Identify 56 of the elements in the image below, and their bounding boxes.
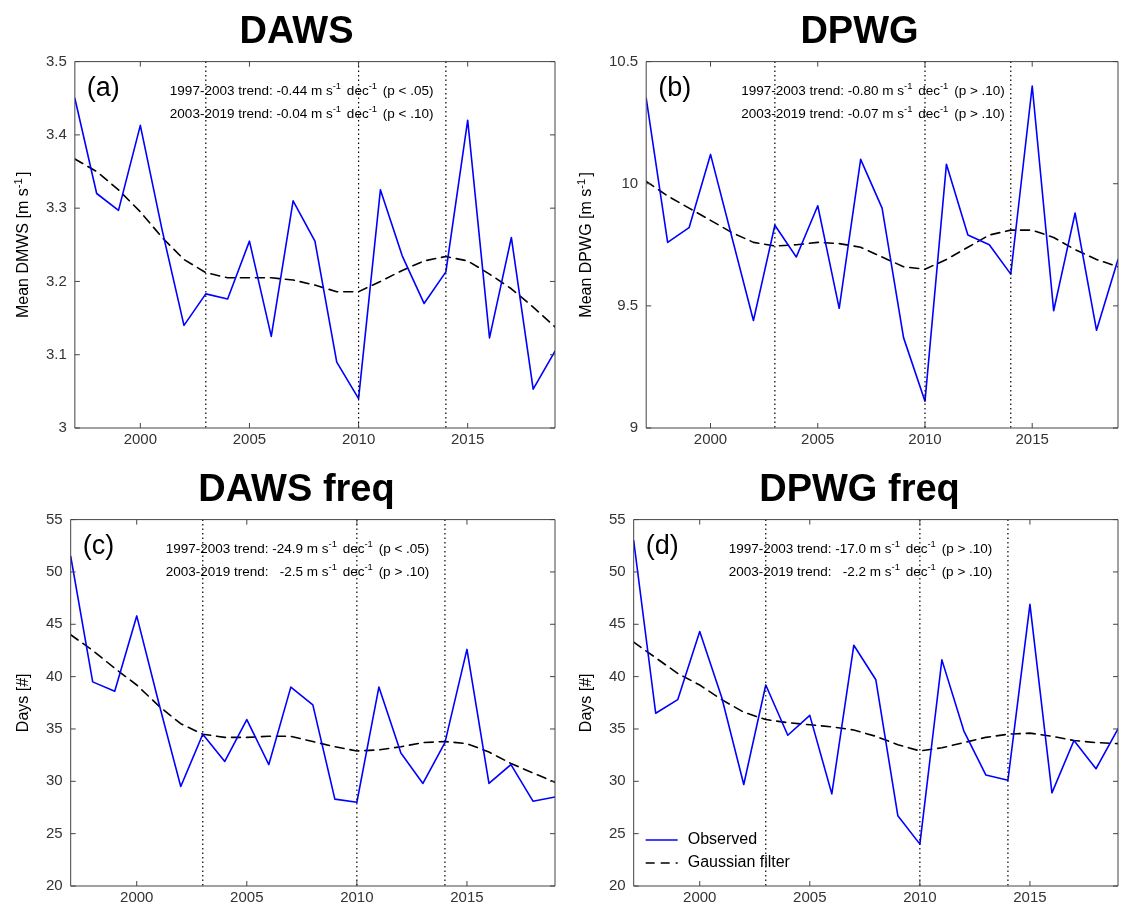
chart-title: DAWS freq [198, 467, 395, 510]
chart-title: DPWG freq [759, 467, 960, 510]
y-tick-label: 45 [609, 614, 626, 632]
x-tick-label: 2000 [683, 888, 717, 906]
y-tick-label: 9 [629, 418, 639, 436]
y-axis-title: Mean DPWG [m s-1] [574, 171, 594, 318]
y-tick-label: 10 [621, 173, 639, 191]
y-tick-label: 3.1 [45, 344, 67, 362]
y-tick-label: 25 [46, 823, 63, 841]
x-tick-label: 2000 [693, 430, 728, 448]
x-tick-label: 2000 [120, 888, 154, 906]
y-tick-label: 55 [609, 509, 626, 527]
y-axis-title: Days [#] [577, 673, 594, 733]
y-tick-label: 3.5 [45, 51, 67, 69]
x-tick-label: 2010 [903, 888, 937, 906]
annotation: (d) [645, 529, 679, 560]
chart-title: DPWG [800, 9, 919, 52]
x-tick-label: 2015 [1015, 430, 1049, 448]
y-tick-label: 50 [609, 562, 626, 580]
y-tick-label: 10.5 [608, 51, 639, 69]
legend-label: Observed [687, 830, 758, 848]
x-tick-label: 2015 [451, 430, 485, 448]
x-tick-label: 2010 [908, 430, 942, 448]
x-tick-label: 2010 [340, 888, 374, 906]
y-axis-title: Mean DMWS [m s-1] [11, 171, 31, 319]
annotation: (b) [658, 71, 692, 102]
y-tick-label: 9.5 [617, 296, 639, 314]
x-tick-label: 2015 [1013, 888, 1047, 906]
y-tick-label: 35 [46, 719, 63, 737]
x-tick-label: 2010 [341, 430, 376, 448]
y-tick-label: 55 [46, 509, 63, 527]
y-axis-title: Days [#] [14, 673, 31, 733]
y-tick-label: 25 [609, 823, 626, 841]
annotation: (c) [82, 529, 115, 560]
y-tick-label: 40 [46, 666, 63, 684]
y-tick-label: 30 [609, 771, 626, 789]
y-tick-label: 50 [46, 562, 63, 580]
y-tick-label: 20 [46, 876, 63, 894]
x-tick-label: 2005 [801, 430, 835, 448]
y-tick-label: 20 [609, 876, 626, 894]
y-tick-label: 30 [46, 771, 63, 789]
y-tick-label: 3.2 [45, 271, 67, 289]
legend-label: Gaussian filter [687, 853, 791, 871]
y-tick-label: 3.3 [45, 198, 67, 216]
x-tick-label: 2015 [450, 888, 484, 906]
x-tick-label: 2005 [793, 888, 827, 906]
y-tick-label: 3 [58, 418, 67, 436]
x-tick-label: 2005 [230, 888, 264, 906]
y-tick-label: 3.4 [45, 125, 67, 143]
x-tick-label: 2005 [232, 430, 267, 448]
y-tick-label: 40 [609, 666, 626, 684]
y-tick-label: 45 [46, 614, 63, 632]
y-tick-label: 35 [609, 719, 626, 737]
x-tick-label: 2000 [123, 430, 158, 448]
annotation: (a) [86, 71, 120, 102]
chart-title: DAWS [239, 9, 354, 52]
